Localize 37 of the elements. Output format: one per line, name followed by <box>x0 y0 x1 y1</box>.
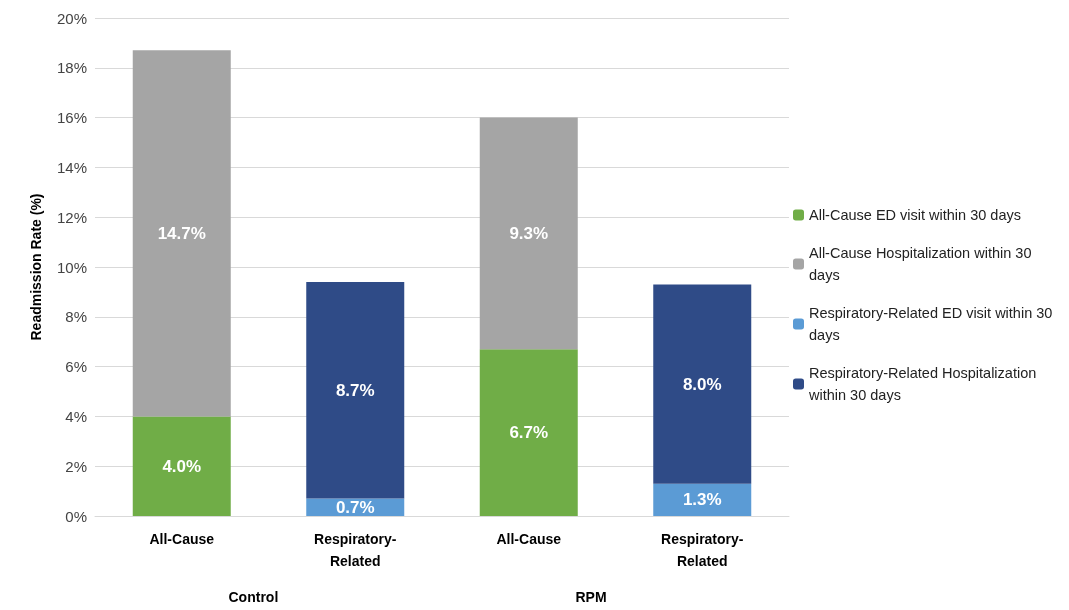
text: RPM <box>575 589 607 605</box>
y-tick-label: 0% <box>65 507 87 525</box>
data-label: 8.7% <box>335 380 375 400</box>
bar <box>306 281 405 499</box>
y-tick-label: 6% <box>65 358 87 376</box>
data-label: 9.3% <box>509 223 549 243</box>
legend-label: Respiratory-Related Hospitalization within 30 days <box>808 365 1041 403</box>
data-label: 14.7% <box>157 223 206 243</box>
y-tick-label: 16% <box>56 109 87 127</box>
bar <box>653 284 752 484</box>
data-label: 1.3% <box>682 490 722 510</box>
x-tick-label: Respiratory-Related <box>314 531 397 569</box>
y-tick-label: 12% <box>56 208 87 226</box>
data-label: 6.7% <box>509 423 549 443</box>
legend-label: Respiratory-Related ED visit within 30 days <box>809 305 1057 343</box>
legend-label: All-Cause ED visit within 30 days <box>809 207 1021 223</box>
y-tick-label: 8% <box>65 308 87 326</box>
bar <box>132 416 231 516</box>
bar <box>479 117 578 350</box>
y-tick-label: 4% <box>65 407 87 425</box>
x-tick-label: All-Cause <box>149 531 215 547</box>
legend-label: All-Cause Hospitalization within 30 days <box>809 245 1036 283</box>
y-tick-label: 20% <box>56 9 87 27</box>
x-tick-label: Respiratory-Related <box>661 531 744 569</box>
bar <box>653 483 752 516</box>
data-label: 8.0% <box>682 374 722 394</box>
text: Control <box>228 589 279 605</box>
bar <box>132 50 231 417</box>
y-tick-label: 10% <box>56 258 87 276</box>
bar <box>479 349 578 516</box>
y-axis-title: Readmission Rate (%) <box>28 193 44 341</box>
y-tick-label: 2% <box>65 457 87 475</box>
data-label: 0.7% <box>335 497 375 517</box>
x-tick-label: All-Cause <box>496 531 562 547</box>
data-label: 4.0% <box>162 456 202 476</box>
y-tick-label: 14% <box>56 158 87 176</box>
y-tick-label: 18% <box>56 59 87 77</box>
